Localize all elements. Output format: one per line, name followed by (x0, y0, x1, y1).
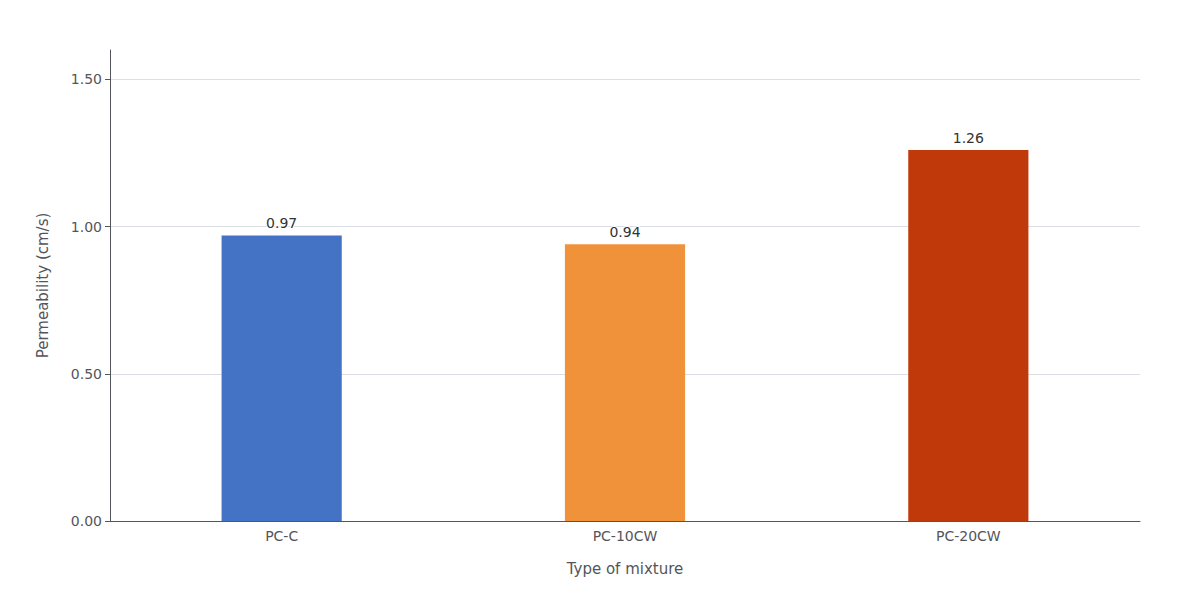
svg-text:Permeability (cm/s): Permeability (cm/s) (34, 213, 52, 359)
svg-text:1.00: 1.00 (71, 219, 102, 235)
svg-text:0.97: 0.97 (266, 215, 297, 231)
svg-text:PC-10CW: PC-10CW (593, 528, 658, 544)
svg-text:PC-20CW: PC-20CW (936, 528, 1001, 544)
svg-text:0.94: 0.94 (609, 224, 640, 240)
svg-text:1.26: 1.26 (953, 130, 984, 146)
svg-text:0.00: 0.00 (71, 513, 102, 529)
svg-text:0.50: 0.50 (71, 366, 102, 382)
svg-text:Type of mixture: Type of mixture (566, 560, 684, 578)
svg-text:1.50: 1.50 (71, 71, 102, 87)
svg-text:PC-C: PC-C (265, 528, 298, 544)
